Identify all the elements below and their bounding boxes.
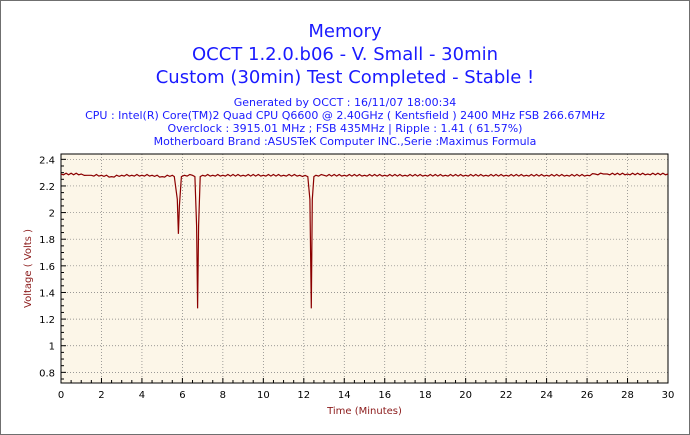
x-tick-label: 14 [338,390,351,401]
y-tick-label: 2.4 [39,155,55,166]
y-tick-label: 1.8 [39,235,55,246]
x-tick-label: 8 [220,390,226,401]
y-tick-label: 1.6 [39,262,55,273]
motherboard-info: Motherboard Brand :ASUSTeK Computer INC.… [153,135,537,148]
x-tick-label: 4 [139,390,145,401]
x-tick-label: 10 [257,390,270,401]
y-tick-label: 1.4 [39,288,55,299]
x-tick-label: 6 [179,390,185,401]
x-tick-label: 12 [297,390,310,401]
y-tick-label: 2.2 [39,182,55,193]
y-tick-label: 2 [49,209,55,220]
y-tick-label: 1 [49,342,55,353]
x-tick-label: 20 [459,390,472,401]
x-tick-label: 22 [500,390,513,401]
x-tick-label: 2 [98,390,104,401]
chart-title-line-1: Memory [308,21,382,42]
y-tick-label: 0.8 [39,368,55,379]
x-tick-label: 0 [58,390,64,401]
x-tick-label: 24 [540,390,553,401]
x-tick-label: 28 [621,390,634,401]
cpu-info: CPU : Intel(R) Core(TM)2 Quad CPU Q6600 … [85,109,605,122]
x-tick-label: 16 [378,390,391,401]
voltage-series-line [60,172,669,309]
generated-info: Generated by OCCT : 16/11/07 18:00:34 [233,96,457,109]
overclock-info: Overclock : 3915.01 MHz ; FSB 435MHz | R… [167,122,523,135]
y-axis-label: Voltage ( Volts ) [23,229,34,308]
x-tick-label: 26 [581,390,594,401]
x-tick-label: 18 [419,390,432,401]
chart-title-line-3: Custom (30min) Test Completed - Stable ! [155,67,535,88]
x-axis-label: Time (Minutes) [326,406,402,417]
y-tick-label: 1.2 [39,315,55,326]
chart-title-line-2: OCCT 1.2.0.b06 - V. Small - 30min [191,44,499,65]
plot-area [61,154,668,383]
x-tick-label: 30 [662,390,675,401]
